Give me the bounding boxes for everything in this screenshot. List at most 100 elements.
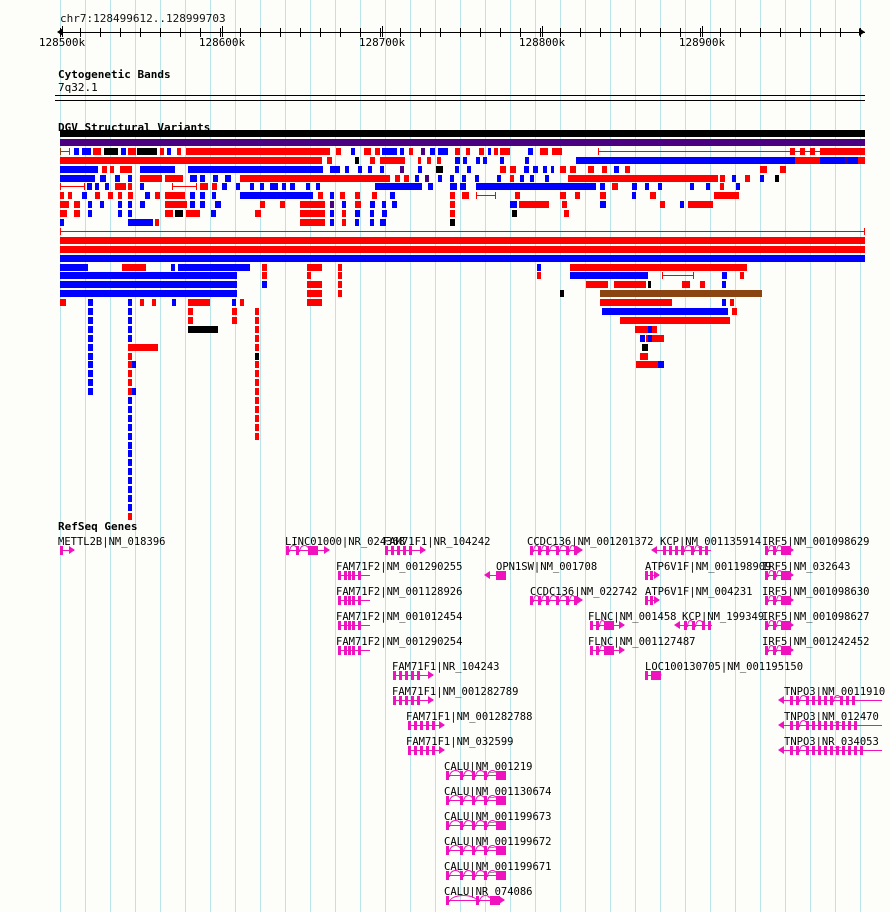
- sv-segment[interactable]: [128, 450, 132, 458]
- sv-segment[interactable]: [466, 147, 470, 155]
- sv-segment[interactable]: [543, 165, 547, 173]
- sv-segment[interactable]: [455, 147, 460, 155]
- sv-segment[interactable]: [382, 147, 397, 155]
- sv-segment[interactable]: [600, 201, 606, 209]
- sv-segment[interactable]: [255, 379, 259, 387]
- sv-segment[interactable]: [118, 201, 122, 209]
- sv-segment[interactable]: [355, 201, 361, 209]
- sv-segment[interactable]: [330, 201, 334, 209]
- sv-segment[interactable]: [575, 192, 580, 200]
- gene-model-glyph[interactable]: [484, 570, 506, 581]
- sv-segment[interactable]: [200, 174, 205, 182]
- sv-segment[interactable]: [732, 308, 737, 315]
- sv-segment[interactable]: [845, 156, 848, 164]
- sv-segment[interactable]: [60, 281, 237, 289]
- sv-segment[interactable]: [467, 165, 471, 173]
- sv-segment[interactable]: [128, 219, 153, 226]
- gene-label[interactable]: IRF5|NM_032643: [762, 561, 851, 573]
- sv-segment[interactable]: [800, 147, 805, 155]
- sv-segment[interactable]: [128, 370, 132, 378]
- sv-segment[interactable]: [306, 183, 310, 191]
- sv-segment[interactable]: [450, 192, 455, 200]
- sv-segment[interactable]: [240, 174, 390, 182]
- sv-segment[interactable]: [560, 165, 566, 173]
- sv-segment[interactable]: [375, 147, 380, 155]
- sv-segment[interactable]: [551, 165, 554, 173]
- sv-segment[interactable]: [722, 281, 726, 289]
- sv-segment[interactable]: [60, 156, 322, 164]
- sv-segment[interactable]: [255, 397, 259, 404]
- sv-segment[interactable]: [211, 210, 216, 218]
- sv-segment[interactable]: [602, 165, 607, 173]
- gene-model-glyph[interactable]: [778, 720, 882, 731]
- sv-segment[interactable]: [87, 183, 92, 191]
- gene-label[interactable]: LINC01000|NR_024368: [285, 536, 406, 548]
- sv-segment[interactable]: [190, 201, 195, 209]
- sv-segment[interactable]: [660, 201, 665, 209]
- sv-segment[interactable]: [100, 201, 104, 209]
- sv-segment[interactable]: [128, 414, 132, 422]
- sv-segment[interactable]: [178, 263, 250, 271]
- sv-segment[interactable]: [519, 201, 549, 209]
- sv-segment[interactable]: [760, 174, 764, 182]
- sv-segment[interactable]: [60, 272, 237, 280]
- sv-segment[interactable]: [600, 192, 606, 200]
- gene-label[interactable]: ATP6V1F|NM_004231: [645, 586, 753, 598]
- sv-segment[interactable]: [722, 272, 727, 280]
- sv-segment[interactable]: [602, 308, 728, 315]
- gene-label[interactable]: FAM71F2|NM_001290254: [336, 636, 463, 648]
- sv-segment[interactable]: [88, 325, 93, 333]
- sv-segment[interactable]: [780, 165, 786, 173]
- sv-segment[interactable]: [475, 174, 479, 182]
- gene-label[interactable]: FAM71F1|NR_104243: [392, 661, 500, 673]
- gene-model-glyph[interactable]: [530, 545, 583, 556]
- gene-model-glyph[interactable]: [590, 620, 625, 631]
- sv-segment[interactable]: [636, 361, 658, 369]
- sv-segment[interactable]: [213, 174, 218, 182]
- sv-segment[interactable]: [510, 201, 517, 209]
- sv-segment[interactable]: [479, 147, 484, 155]
- sv-segment[interactable]: [658, 361, 664, 369]
- sv-segment[interactable]: [438, 174, 442, 182]
- sv-segment[interactable]: [648, 325, 652, 333]
- sv-segment[interactable]: [421, 147, 425, 155]
- sv-segment[interactable]: [88, 352, 93, 360]
- sv-segment[interactable]: [338, 272, 342, 280]
- sv-segment[interactable]: [330, 165, 340, 173]
- sv-segment[interactable]: [570, 272, 648, 280]
- sv-segment[interactable]: [430, 147, 435, 155]
- sv-segment[interactable]: [200, 201, 205, 209]
- sv-segment[interactable]: [128, 397, 132, 404]
- gene-model-glyph[interactable]: [778, 745, 882, 756]
- sv-segment[interactable]: [632, 192, 636, 200]
- sv-segment[interactable]: [104, 147, 118, 155]
- sv-segment[interactable]: [240, 192, 313, 200]
- sv-segment[interactable]: [128, 512, 132, 520]
- sv-segment[interactable]: [60, 245, 865, 253]
- sv-segment[interactable]: [300, 210, 325, 218]
- sv-segment[interactable]: [128, 503, 132, 511]
- gene-model-glyph[interactable]: [408, 720, 445, 731]
- sv-segment[interactable]: [375, 183, 422, 191]
- sv-segment[interactable]: [525, 156, 529, 164]
- sv-segment[interactable]: [560, 192, 566, 200]
- sv-segment[interactable]: [128, 308, 132, 315]
- sv-segment[interactable]: [60, 165, 98, 173]
- gene-label[interactable]: TNPO3|NM_012470: [784, 711, 879, 723]
- gene-model-glyph[interactable]: [645, 570, 660, 581]
- sv-segment[interactable]: [428, 183, 433, 191]
- sv-segment[interactable]: [545, 174, 549, 182]
- gene-model-glyph[interactable]: [446, 770, 506, 781]
- gene-label[interactable]: FAM71F1|NR_104242: [383, 536, 491, 548]
- sv-segment[interactable]: [476, 195, 496, 197]
- sv-segment[interactable]: [586, 281, 608, 289]
- sv-segment[interactable]: [255, 432, 259, 440]
- sv-segment[interactable]: [588, 165, 594, 173]
- sv-segment[interactable]: [120, 165, 132, 173]
- gene-model-glyph[interactable]: [590, 645, 625, 656]
- sv-segment[interactable]: [562, 201, 567, 209]
- sv-segment[interactable]: [858, 156, 865, 164]
- sv-segment[interactable]: [307, 299, 322, 307]
- sv-segment[interactable]: [255, 334, 259, 342]
- sv-segment[interactable]: [680, 201, 684, 209]
